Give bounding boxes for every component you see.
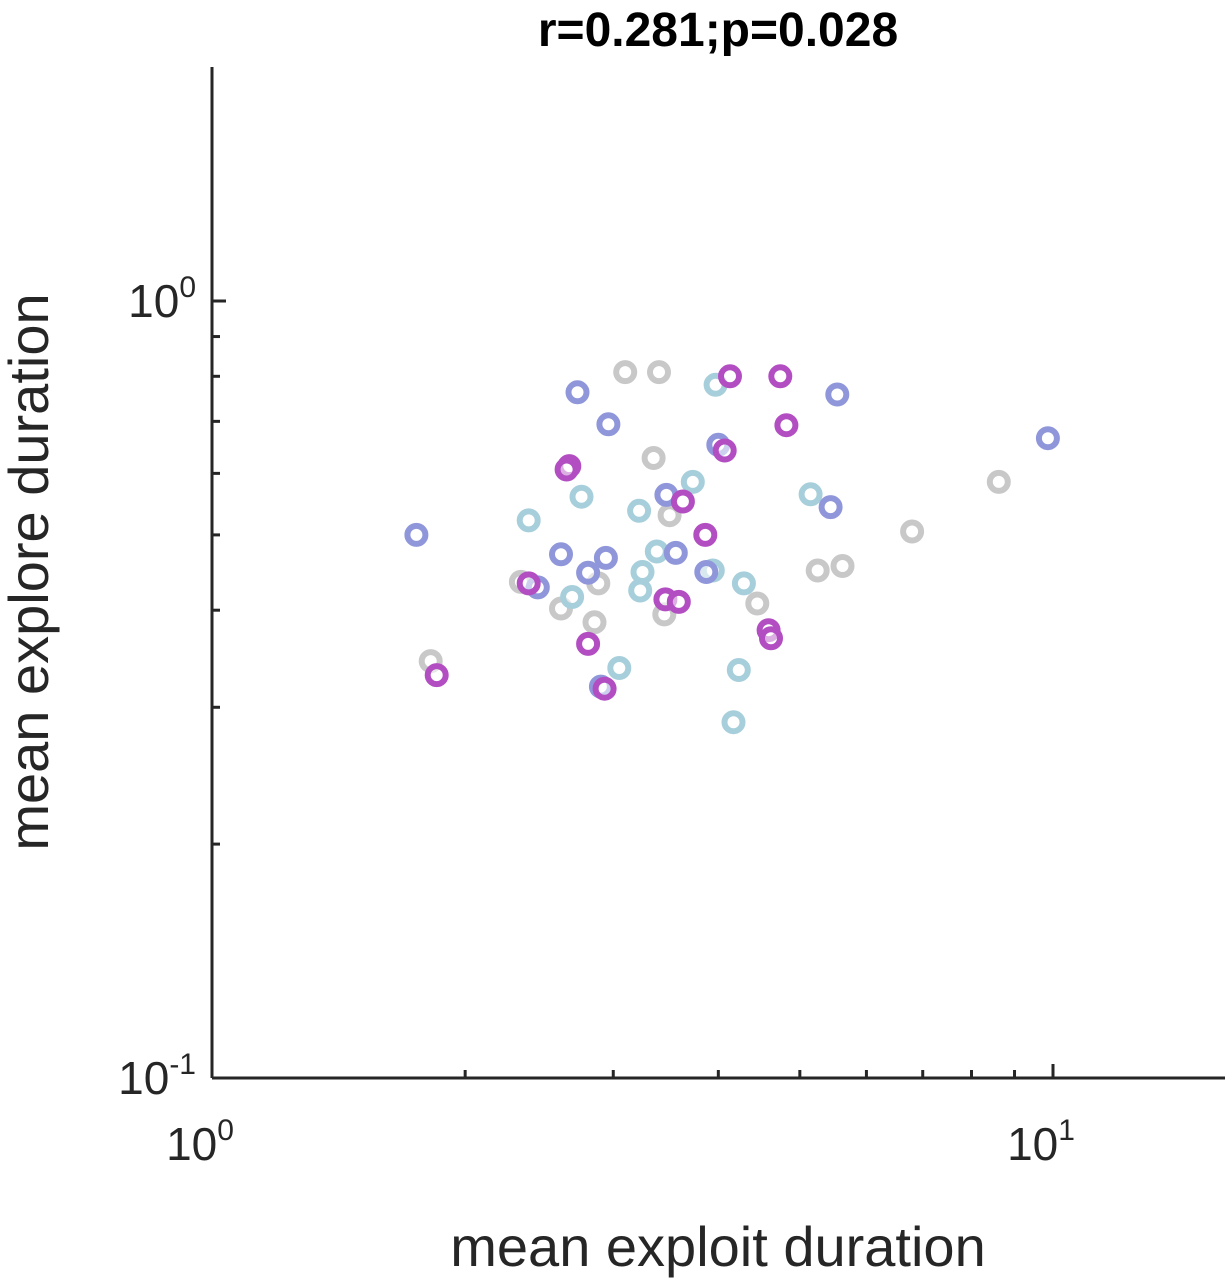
y-tick-label: 100 — [128, 271, 196, 327]
data-point — [680, 469, 705, 494]
data-point — [768, 364, 793, 389]
data-point — [593, 545, 618, 570]
data-point — [627, 498, 652, 523]
y-axis-label: mean explore duration — [0, 293, 60, 850]
data-points — [404, 360, 1060, 735]
data-point — [576, 560, 601, 585]
data-point — [596, 412, 621, 437]
axis-ticks — [210, 299, 1055, 1080]
data-point — [613, 360, 638, 385]
data-point — [670, 489, 695, 514]
axis-tick-labels: 100 101 10-1 100 — [118, 271, 1075, 1170]
data-point — [900, 519, 925, 544]
data-point — [805, 558, 830, 583]
data-point — [607, 656, 632, 680]
data-point — [825, 382, 850, 407]
data-point — [592, 676, 617, 701]
data-point — [641, 446, 666, 470]
data-point — [712, 438, 737, 463]
data-point — [718, 364, 742, 389]
y-tick-label: 10-1 — [118, 1048, 196, 1104]
data-point — [694, 560, 719, 584]
data-point — [424, 663, 449, 688]
data-point — [516, 508, 541, 533]
data-point — [986, 469, 1011, 494]
data-point — [569, 484, 594, 509]
data-point — [404, 522, 429, 547]
data-point — [759, 626, 783, 651]
data-point — [628, 578, 653, 603]
x-axis-label: mean exploit duration — [450, 1215, 985, 1278]
data-point — [721, 710, 746, 735]
data-point — [554, 457, 579, 482]
data-point — [565, 380, 590, 405]
data-point — [726, 658, 751, 682]
x-tick-label: 101 — [1007, 1114, 1075, 1170]
chart-title: r=0.281;p=0.028 — [538, 4, 898, 57]
data-point — [630, 560, 655, 584]
data-point — [818, 495, 843, 520]
data-point — [644, 539, 669, 564]
data-point — [516, 571, 541, 596]
data-point — [693, 522, 718, 547]
data-point — [576, 631, 601, 656]
data-point — [549, 542, 573, 567]
data-point — [663, 540, 688, 565]
data-point — [560, 585, 585, 609]
data-point — [745, 591, 770, 616]
data-point — [798, 482, 823, 507]
data-point — [1035, 426, 1060, 451]
data-point — [666, 589, 691, 614]
data-point — [647, 360, 671, 385]
data-point — [731, 571, 756, 596]
data-point — [774, 413, 799, 438]
data-point — [830, 554, 855, 578]
x-tick-label: 100 — [166, 1114, 234, 1170]
data-point — [582, 610, 607, 635]
